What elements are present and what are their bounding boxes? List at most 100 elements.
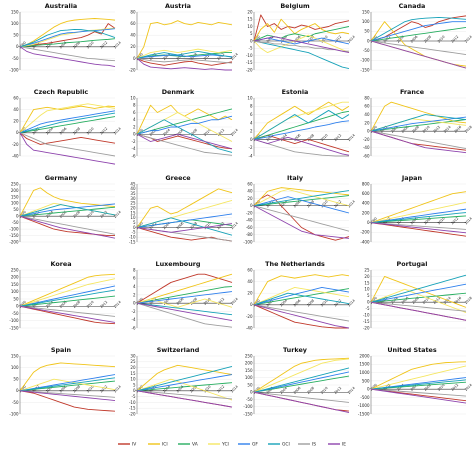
x-tick-label: 2014 — [464, 383, 473, 392]
x-tick-label: 2008 — [306, 35, 315, 44]
y-tick-label: 50 — [13, 207, 19, 212]
x-tick-label: 2018 — [464, 125, 473, 134]
series-line-is-austria — [136, 57, 233, 64]
x-tick-label: 2012 — [333, 299, 342, 308]
y-tick-label: -4 — [132, 317, 136, 322]
panel-title-australia: Australia — [45, 2, 78, 10]
panel-title-spain: Spain — [51, 346, 72, 354]
x-tick-label: 2008 — [189, 385, 198, 394]
panel-title-denmark: Denmark — [162, 88, 195, 96]
y-tick-label: -50 — [246, 397, 253, 402]
series-line-gf-italy — [253, 196, 350, 214]
x-tick-label: 2010 — [86, 300, 95, 309]
y-tick-label: -1000 — [358, 403, 370, 408]
y-tick-label: 40 — [13, 107, 19, 112]
y-tick-label: 200 — [11, 188, 19, 193]
y-tick-label: -40 — [12, 153, 19, 158]
y-tick-label: -50 — [363, 48, 370, 53]
x-tick-label: 2014 — [113, 210, 122, 219]
y-tick-label: 800 — [362, 181, 370, 186]
series-line-gf-luxembourg — [136, 291, 233, 304]
x-tick-label: 2000 — [18, 41, 27, 50]
x-tick-label: 2000 — [18, 385, 27, 394]
x-tick-label: 2000 — [18, 210, 27, 219]
series-line-gf-greece — [136, 213, 233, 228]
x-tick-label: 2000 — [18, 300, 27, 309]
y-tick-label: 0 — [250, 302, 253, 307]
y-tick-label: 6 — [250, 112, 253, 117]
y-tick-label: -100 — [9, 227, 19, 232]
x-tick-label: 2014 — [347, 133, 356, 142]
x-tick-label: 2008 — [423, 216, 432, 225]
y-tick-label: 250 — [11, 181, 19, 186]
x-tick-label: 2014 — [230, 128, 239, 137]
y-tick-label: -50 — [12, 220, 19, 225]
x-tick-label: 2002 — [379, 296, 388, 305]
y-tick-label: 15 — [130, 371, 136, 376]
series-line-yci-belgium — [253, 34, 350, 54]
series-line-ici-the-netherlands — [253, 274, 350, 306]
x-tick-label: 2004 — [279, 386, 288, 395]
series-line-iv-spain — [19, 390, 116, 412]
y-tick-label: 6 — [133, 110, 136, 115]
x-tick-label: 2014 — [113, 127, 122, 136]
y-tick-label: 150 — [11, 282, 19, 287]
y-tick-label: -500 — [360, 395, 370, 400]
y-tick-label: 40 — [130, 186, 136, 191]
series-line-iv-japan — [370, 222, 467, 237]
y-tick-label: 50 — [13, 296, 19, 301]
x-tick-label: 2004 — [45, 210, 54, 219]
series-line-ie-estonia — [253, 136, 350, 156]
y-tick-label: -15 — [129, 406, 136, 411]
x-tick-label: 2010 — [203, 52, 212, 61]
series-line-is-united-states — [370, 388, 467, 397]
y-tick-label: 15 — [364, 280, 370, 285]
x-tick-label: 2004 — [390, 125, 399, 134]
series-line-gf-japan — [370, 208, 467, 224]
x-tick-label: 2000 — [252, 299, 261, 308]
x-tick-label: 2014 — [347, 35, 356, 44]
x-tick-label: 2010 — [86, 385, 95, 394]
series-line-gci-belgium — [253, 40, 350, 69]
x-tick-label: 2006 — [176, 128, 185, 137]
x-tick-label: 2002 — [382, 35, 391, 44]
y-tick-label: 0 — [367, 129, 370, 134]
x-tick-label: 2004 — [162, 221, 171, 230]
series-line-ie-canada — [370, 40, 467, 69]
x-tick-label: 2010 — [320, 200, 329, 209]
x-tick-label: 2008 — [306, 200, 315, 209]
y-tick-label: 0 — [133, 388, 136, 393]
series-line-ici-greece — [136, 188, 233, 228]
x-tick-label: 2014 — [230, 297, 239, 306]
panel-title-korea: Korea — [50, 260, 71, 268]
y-tick-label: -100 — [9, 318, 19, 323]
y-tick-label: -50 — [12, 400, 19, 405]
x-tick-label: 2012 — [216, 297, 225, 306]
series-line-is-luxembourg — [136, 302, 233, 328]
y-tick-label: 0 — [250, 38, 253, 43]
y-tick-label: 60 — [130, 21, 136, 26]
y-tick-label: 20 — [130, 206, 136, 211]
x-tick-label: 2006 — [410, 383, 419, 392]
series-line-is-korea — [19, 305, 116, 317]
y-tick-label: 0 — [16, 388, 19, 393]
series-line-va-japan — [370, 215, 467, 224]
y-tick-label: 2000 — [359, 353, 370, 358]
series-line-gci-canada — [370, 16, 467, 42]
x-tick-label: 2000 — [369, 383, 378, 392]
y-tick-label: 0 — [367, 220, 370, 225]
series-line-ici-japan — [370, 191, 467, 224]
y-tick-label: -5 — [132, 230, 136, 235]
y-tick-label: 0 — [133, 301, 136, 306]
y-tick-label: -10 — [246, 53, 253, 58]
legend-label-ici: ICI — [162, 442, 168, 448]
y-tick-label: 20 — [130, 365, 136, 370]
x-tick-label: 2002 — [148, 128, 157, 137]
panel-title-portugal: Portugal — [397, 260, 428, 268]
panel-title-austria: Austria — [165, 2, 191, 10]
y-tick-label: 10 — [364, 287, 370, 292]
